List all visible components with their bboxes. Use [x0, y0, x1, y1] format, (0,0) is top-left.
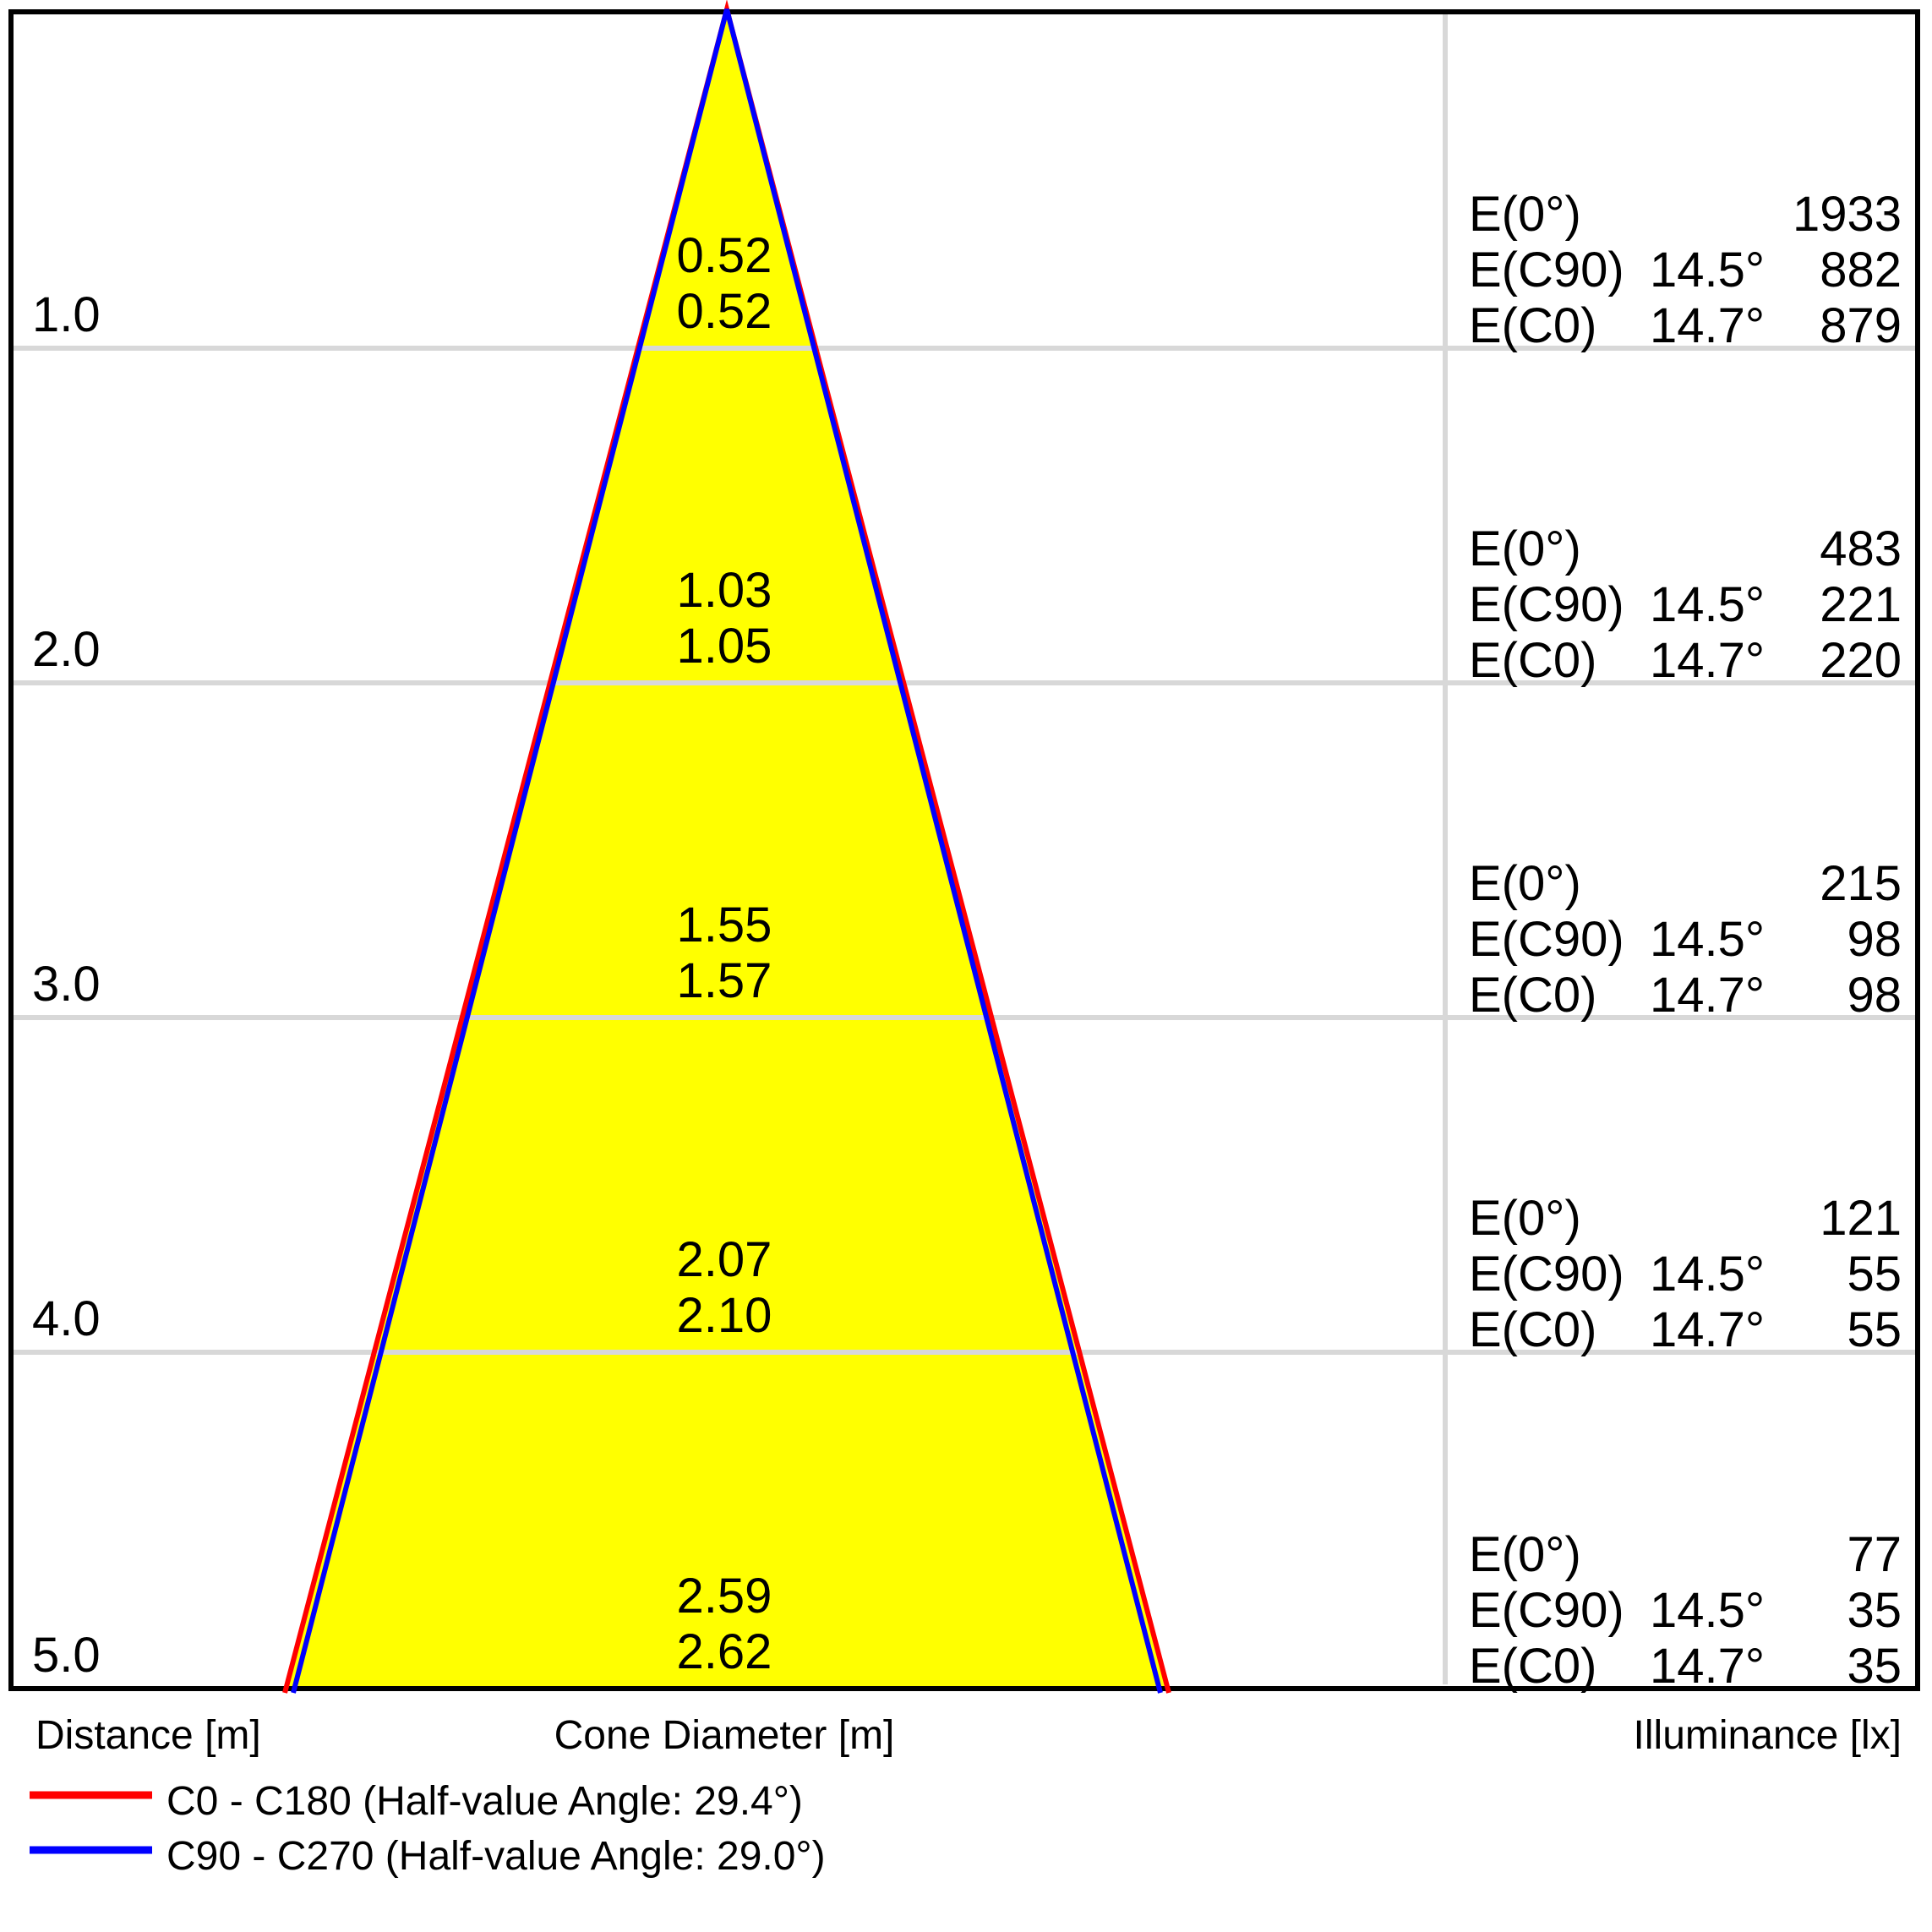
e0-value-5m: 77	[1847, 1527, 1902, 1582]
ec0-label-3m: E(C0)	[1469, 968, 1597, 1023]
cone-diameter-c0-3m: 1.57	[676, 953, 772, 1008]
legend-label-c90-c270: C90 - C270 (Half-value Angle: 29.0°)	[166, 1834, 826, 1879]
ec90-label-5m: E(C90)	[1469, 1583, 1624, 1638]
ec0-angle-3m: 14.7°	[1650, 968, 1766, 1023]
ec0-label-2m: E(C0)	[1469, 633, 1597, 688]
c90-c270-beam-line	[291, 8, 1163, 1694]
cone-diameter-c90-2m: 1.03	[676, 563, 772, 618]
ec90-label-2m: E(C90)	[1469, 577, 1624, 632]
ec90-value-1m: 882	[1820, 243, 1902, 297]
ec0-angle-4m: 14.7°	[1650, 1302, 1766, 1357]
ec0-angle-1m: 14.7°	[1650, 298, 1766, 353]
cone-diameter-c0-1m: 0.52	[676, 284, 772, 339]
legend-label-c0-c180: C0 - C180 (Half-value Angle: 29.4°)	[166, 1779, 803, 1824]
ec0-value-3m: 98	[1847, 968, 1902, 1023]
ec90-value-3m: 98	[1847, 912, 1902, 967]
ec90-label-1m: E(C90)	[1469, 243, 1624, 297]
ec0-label-5m: E(C0)	[1469, 1639, 1597, 1694]
ec0-label-4m: E(C0)	[1469, 1302, 1597, 1357]
e0-label-5m: E(0°)	[1469, 1527, 1581, 1582]
ec0-value-5m: 35	[1847, 1639, 1902, 1694]
distance-label-4m: 4.0	[32, 1291, 101, 1346]
cone-diameter-c90-4m: 2.07	[676, 1232, 772, 1287]
illuminance-axis-caption: Illuminance [lx]	[1633, 1713, 1902, 1758]
distance-label-5m: 5.0	[32, 1628, 101, 1683]
ec0-angle-2m: 14.7°	[1650, 633, 1766, 688]
ec90-value-2m: 221	[1820, 577, 1902, 632]
cone-diameter-c0-4m: 2.10	[676, 1288, 772, 1343]
e0-label-2m: E(0°)	[1469, 521, 1581, 576]
distance-label-3m: 3.0	[32, 957, 101, 1012]
e0-value-2m: 483	[1820, 521, 1902, 576]
e0-label-3m: E(0°)	[1469, 856, 1581, 911]
ec90-angle-2m: 14.5°	[1650, 577, 1766, 632]
ec0-label-1m: E(C0)	[1469, 298, 1597, 353]
ec90-angle-1m: 14.5°	[1650, 243, 1766, 297]
e0-value-1m: 1933	[1792, 187, 1902, 242]
ec90-angle-3m: 14.5°	[1650, 912, 1766, 967]
e0-value-3m: 215	[1820, 856, 1902, 911]
ec90-label-4m: E(C90)	[1469, 1247, 1624, 1302]
cone-diameter-c0-2m: 1.05	[676, 619, 772, 674]
e0-value-4m: 121	[1820, 1191, 1902, 1246]
ec90-label-3m: E(C90)	[1469, 912, 1624, 967]
e0-label-4m: E(0°)	[1469, 1191, 1581, 1246]
ec0-angle-5m: 14.7°	[1650, 1639, 1766, 1694]
ec0-value-1m: 879	[1820, 298, 1902, 353]
cone-diameter-c90-5m: 2.59	[676, 1569, 772, 1624]
light-cone-fill	[285, 9, 1169, 1689]
ec90-value-5m: 35	[1847, 1583, 1902, 1638]
chart-border	[8, 9, 1920, 1691]
cone-diameter-axis-caption: Cone Diameter [m]	[554, 1713, 895, 1758]
ec90-angle-5m: 14.5°	[1650, 1583, 1766, 1638]
cone-diameter-c90-1m: 0.52	[676, 228, 772, 283]
ec90-angle-4m: 14.5°	[1650, 1247, 1766, 1302]
ec90-value-4m: 55	[1847, 1247, 1902, 1302]
e0-label-1m: E(0°)	[1469, 187, 1581, 242]
distance-label-2m: 2.0	[32, 622, 101, 677]
ec0-value-2m: 220	[1820, 633, 1902, 688]
distance-label-1m: 1.0	[32, 287, 101, 342]
ec0-value-4m: 55	[1847, 1302, 1902, 1357]
distance-axis-caption: Distance [m]	[35, 1713, 261, 1758]
cone-diameter-c0-5m: 2.62	[676, 1624, 772, 1679]
cone-diameter-c90-3m: 1.55	[676, 898, 772, 952]
